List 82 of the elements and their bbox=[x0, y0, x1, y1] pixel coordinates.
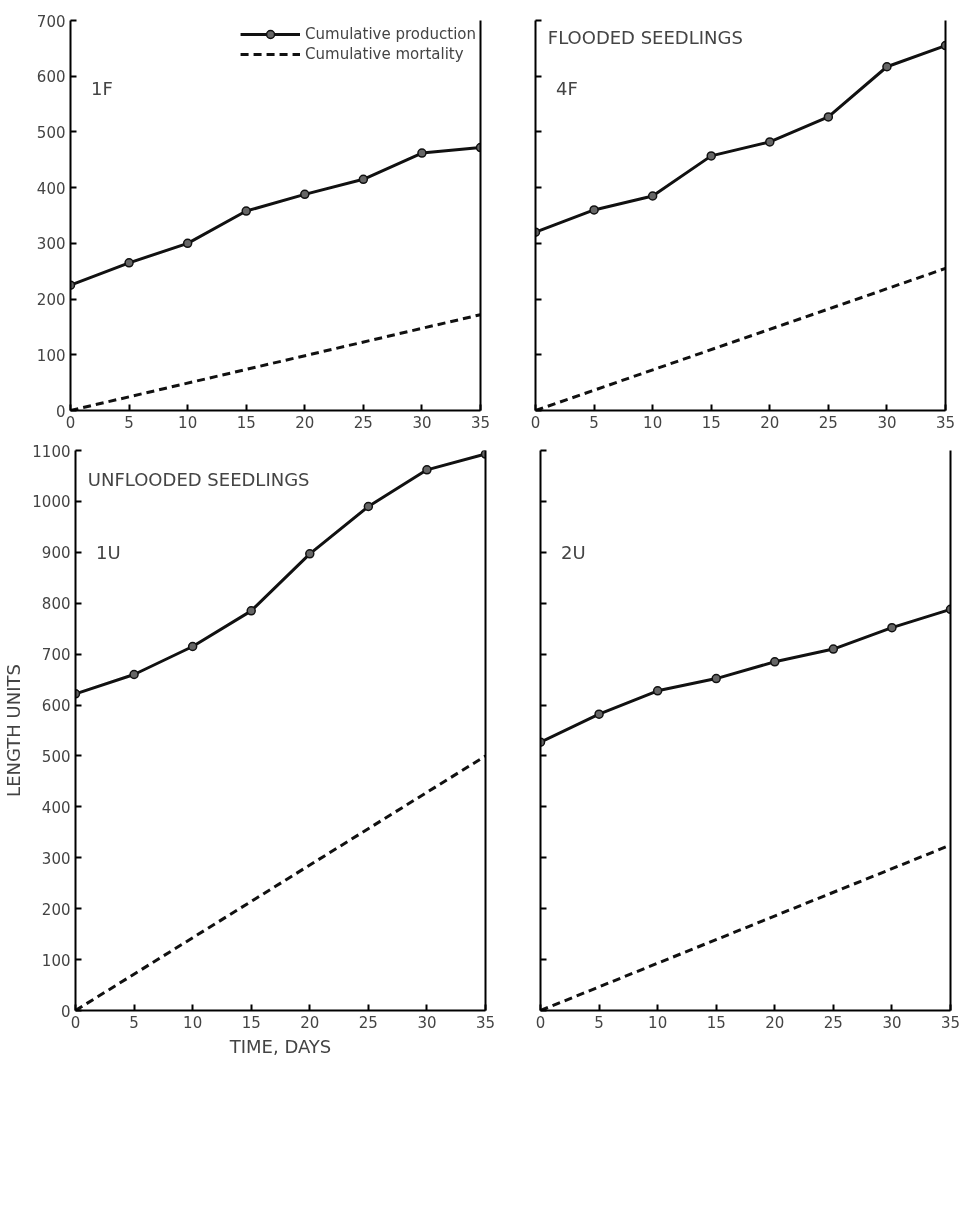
x-tick-label: 20 bbox=[300, 1013, 320, 1032]
point bbox=[241, 206, 251, 216]
point bbox=[187, 641, 198, 652]
y-tick-label: 300 bbox=[36, 235, 66, 254]
point bbox=[422, 465, 432, 475]
x-tick-label: 35 bbox=[470, 413, 491, 432]
annotation: FLOODED SEEDLINGS bbox=[547, 26, 743, 48]
annotation: 4F bbox=[556, 77, 578, 99]
x-tick-label: 25 bbox=[823, 1013, 843, 1032]
y-tick-label: 600 bbox=[41, 697, 71, 716]
point bbox=[594, 709, 604, 719]
point bbox=[246, 606, 256, 616]
point bbox=[652, 686, 663, 696]
x-tick-label: 0 bbox=[530, 413, 541, 432]
point bbox=[882, 62, 892, 72]
point bbox=[647, 191, 658, 201]
x-tick-label: 25 bbox=[818, 413, 838, 432]
annotation: 1F bbox=[91, 77, 113, 99]
y-tick-label: 400 bbox=[36, 179, 66, 198]
x-tick-label: 10 bbox=[183, 1013, 203, 1032]
x-tick-label: 15 bbox=[701, 413, 721, 432]
y-tick-label: 500 bbox=[41, 747, 71, 766]
point bbox=[823, 112, 834, 122]
x-tick-label: 5 bbox=[124, 413, 134, 432]
point bbox=[129, 669, 139, 680]
point bbox=[417, 148, 427, 158]
y-axis-title: LENGTH UNITS bbox=[3, 664, 25, 797]
x-tick-label: 15 bbox=[706, 1013, 726, 1032]
x-tick-label: 25 bbox=[358, 1013, 378, 1032]
y-tick-label: 500 bbox=[36, 123, 66, 142]
point bbox=[182, 238, 193, 249]
x-tick-label: 20 bbox=[760, 413, 780, 432]
x-tick-label: 5 bbox=[594, 1013, 604, 1032]
point bbox=[124, 258, 134, 268]
x-tick-label: 5 bbox=[589, 413, 599, 432]
y-tick-label: 200 bbox=[36, 291, 66, 310]
y-tick-label: 400 bbox=[41, 798, 71, 817]
x-tick-label: 20 bbox=[765, 1013, 785, 1032]
y-tick-label: 100 bbox=[36, 346, 66, 365]
x-tick-label: 20 bbox=[295, 413, 315, 432]
point bbox=[358, 174, 369, 185]
x-tick-label: 35 bbox=[940, 1013, 961, 1032]
x-tick-label: 30 bbox=[412, 413, 432, 432]
x-tick-label: 10 bbox=[643, 413, 663, 432]
y-tick-label: 700 bbox=[36, 12, 66, 31]
y-tick-label: 600 bbox=[36, 68, 66, 87]
point bbox=[305, 549, 315, 559]
y-tick-label: 700 bbox=[41, 646, 71, 665]
point bbox=[706, 151, 716, 161]
point bbox=[589, 205, 599, 215]
x-tick-label: 0 bbox=[535, 1013, 546, 1032]
y-tick-label: 900 bbox=[41, 544, 71, 563]
y-tick-label: 800 bbox=[41, 595, 71, 614]
x-axis-title: TIME, DAYS bbox=[228, 1035, 332, 1057]
x-tick-label: 5 bbox=[129, 1013, 139, 1032]
point bbox=[765, 137, 775, 147]
x-tick-label: 30 bbox=[417, 1013, 437, 1032]
y-tick-label: 1000 bbox=[32, 493, 71, 512]
y-tick-label: 300 bbox=[41, 849, 71, 868]
x-tick-label: 10 bbox=[178, 413, 198, 432]
annotation: UNFLOODED SEEDLINGS bbox=[87, 468, 310, 490]
point bbox=[770, 657, 780, 667]
point bbox=[363, 501, 374, 512]
point bbox=[828, 644, 839, 654]
y-tick-label: 200 bbox=[41, 900, 71, 919]
annotation: 1U bbox=[96, 541, 121, 563]
x-tick-label: 30 bbox=[877, 413, 897, 432]
point bbox=[711, 673, 721, 684]
annotation: 2U bbox=[561, 541, 586, 563]
point bbox=[300, 189, 310, 200]
y-tick-label: 100 bbox=[41, 951, 71, 970]
x-tick-label: 15 bbox=[241, 1013, 261, 1032]
legend-label: Cumulative mortality bbox=[305, 45, 464, 63]
x-tick-label: 15 bbox=[236, 413, 256, 432]
x-tick-label: 25 bbox=[353, 413, 373, 432]
x-tick-label: 30 bbox=[882, 1013, 902, 1032]
point bbox=[887, 622, 897, 633]
x-tick-label: 35 bbox=[475, 1013, 496, 1032]
y-tick-label: 1100 bbox=[32, 442, 71, 461]
x-tick-label: 10 bbox=[648, 1013, 668, 1032]
x-tick-label: 35 bbox=[935, 413, 956, 432]
legend-label: Cumulative production bbox=[305, 25, 476, 43]
